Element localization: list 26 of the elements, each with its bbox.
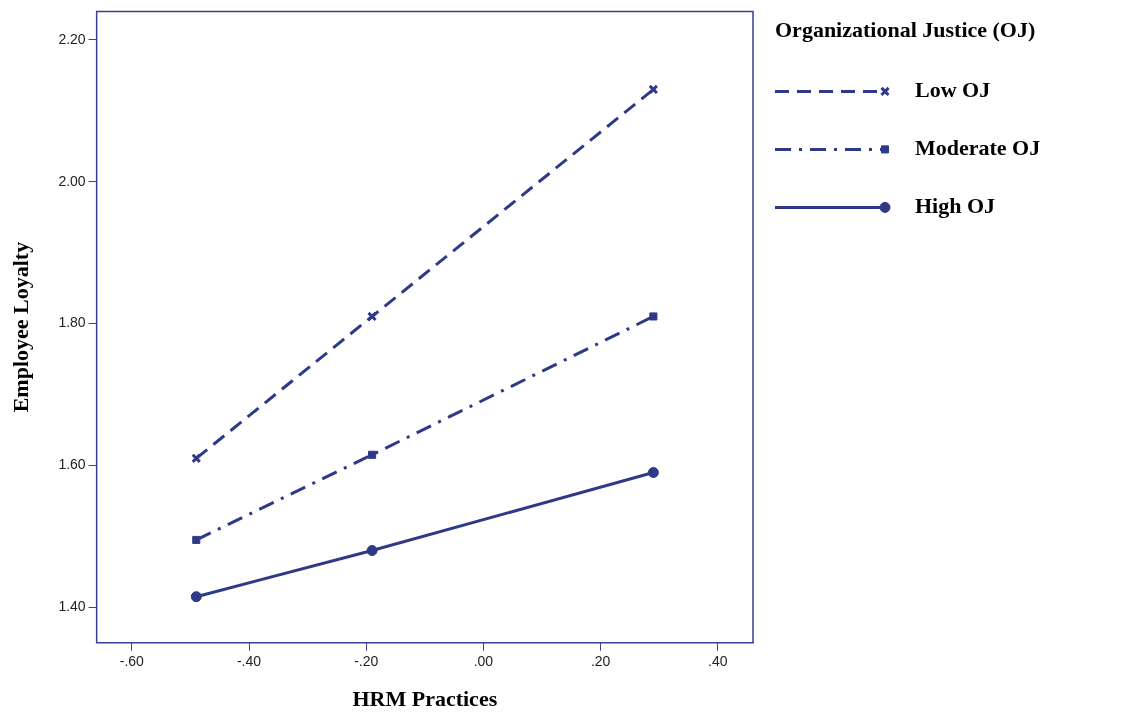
x-tick-label: -.20 — [354, 653, 379, 670]
point — [648, 84, 659, 95]
point — [366, 545, 378, 557]
y-tick-label: 2.20 — [58, 30, 86, 47]
point — [192, 535, 201, 544]
x-tick-label: -.60 — [119, 653, 145, 670]
x-tick-label: .20 — [590, 653, 611, 670]
x-tick-label: .40 — [708, 653, 728, 670]
y-tick-label: 2.00 — [58, 172, 86, 189]
y-axis-title: Employee Loyalty — [7, 241, 33, 413]
legend-label: High OJ — [915, 193, 996, 219]
point — [649, 312, 658, 321]
x-tick-label: -.40 — [236, 653, 262, 670]
y-tick-label: 1.80 — [58, 314, 86, 331]
point — [191, 453, 202, 464]
x-tick-label: .00 — [473, 653, 494, 670]
x-axis-title: HRM Practices — [352, 686, 498, 712]
point — [368, 450, 377, 459]
legend-label: Moderate OJ — [915, 135, 1041, 161]
y-tick-label: 1.40 — [58, 598, 86, 615]
point — [190, 591, 202, 603]
legend-title: Organizational Justice (OJ) — [775, 17, 1036, 43]
legend-label: Low OJ — [915, 77, 991, 103]
point — [367, 311, 378, 322]
point — [647, 467, 659, 479]
y-tick-label: 1.60 — [58, 456, 86, 473]
